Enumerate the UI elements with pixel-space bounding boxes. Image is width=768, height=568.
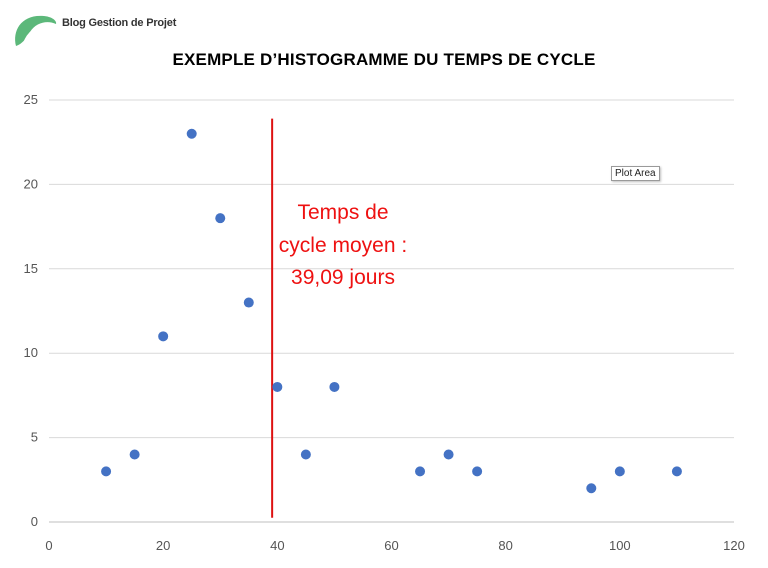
x-tick-label: 80 xyxy=(498,538,512,553)
x-tick-label: 100 xyxy=(609,538,631,553)
data-point xyxy=(272,381,283,392)
data-point xyxy=(186,128,197,139)
axis-layer: 0 5 10 15 20 25 0 20 40 60 80 100 120 xyxy=(24,92,745,553)
grid-layer xyxy=(49,99,734,439)
y-tick-label: 5 xyxy=(31,430,38,445)
data-point xyxy=(472,466,483,477)
point-layer xyxy=(101,128,682,494)
data-point xyxy=(671,466,682,477)
x-tick-label: 0 xyxy=(45,538,52,553)
data-point xyxy=(329,381,340,392)
data-point xyxy=(101,466,112,477)
x-tick-label: 20 xyxy=(156,538,170,553)
y-tick-label: 10 xyxy=(24,345,38,360)
plot-area-tooltip: Plot Area xyxy=(611,166,660,181)
mean-cycle-time-label: Temps de xyxy=(297,201,388,224)
reference-layer: Temps de cycle moyen : 39,09 jours xyxy=(271,118,407,518)
data-point xyxy=(586,483,597,494)
mean-cycle-time-label: cycle moyen : xyxy=(279,234,407,257)
x-tick-label: 60 xyxy=(384,538,398,553)
brand: Blog Gestion de Projet xyxy=(10,10,176,50)
data-point xyxy=(129,449,140,460)
leaf-logo-icon xyxy=(15,15,57,46)
x-tick-label: 40 xyxy=(270,538,284,553)
y-tick-label: 25 xyxy=(24,92,38,107)
y-tick-label: 15 xyxy=(24,261,38,276)
mean-cycle-time-label: 39,09 jours xyxy=(291,266,395,289)
data-point xyxy=(300,449,311,460)
data-point xyxy=(215,213,226,224)
y-tick-label: 0 xyxy=(31,514,38,529)
y-tick-label: 20 xyxy=(24,176,38,191)
data-point xyxy=(443,449,454,460)
data-point xyxy=(243,297,254,308)
x-tick-label: 120 xyxy=(723,538,745,553)
brand-name: Blog Gestion de Projet xyxy=(62,17,177,29)
data-point xyxy=(614,466,625,477)
data-point xyxy=(415,466,426,477)
chart-title: EXEMPLE D’HISTOGRAMME DU TEMPS DE CYCLE xyxy=(172,50,596,69)
data-point xyxy=(158,331,169,342)
